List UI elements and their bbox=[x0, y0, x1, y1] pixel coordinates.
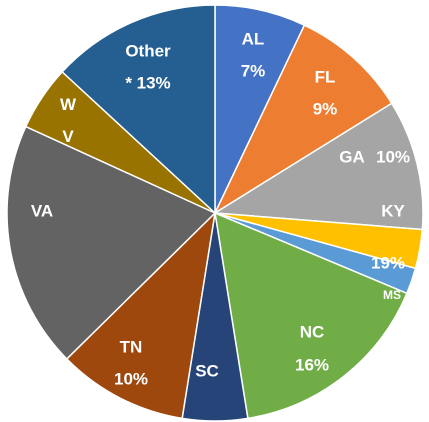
value-label: 9% bbox=[313, 99, 338, 118]
value-label: 16% bbox=[295, 355, 329, 374]
value-label: 19% bbox=[371, 253, 405, 272]
slice-label: KY bbox=[381, 201, 405, 220]
label-line: V bbox=[62, 127, 74, 146]
slice-label: FL bbox=[315, 67, 336, 86]
slice-label: NC bbox=[300, 322, 325, 341]
slice-label: VA bbox=[31, 201, 53, 220]
slice-label: GA bbox=[339, 147, 365, 166]
value-label: * 13% bbox=[125, 73, 170, 92]
pie-slice bbox=[213, 24, 393, 215]
pie-slice bbox=[6, 125, 217, 360]
slice-label: TN bbox=[120, 337, 143, 356]
value-label: 10% bbox=[114, 369, 148, 388]
pie-slice bbox=[65, 210, 217, 420]
slice-label: Other bbox=[125, 41, 171, 60]
slice-label: MS bbox=[383, 288, 401, 302]
slice-label: SC bbox=[195, 361, 219, 380]
pie-slice bbox=[212, 102, 424, 231]
value-label: 10% bbox=[376, 147, 410, 166]
label-line: W bbox=[60, 95, 77, 114]
slice-label: AL bbox=[242, 29, 265, 48]
pie-slice bbox=[214, 211, 408, 420]
value-label: 7% bbox=[241, 61, 266, 80]
pie-slice bbox=[61, 4, 216, 215]
